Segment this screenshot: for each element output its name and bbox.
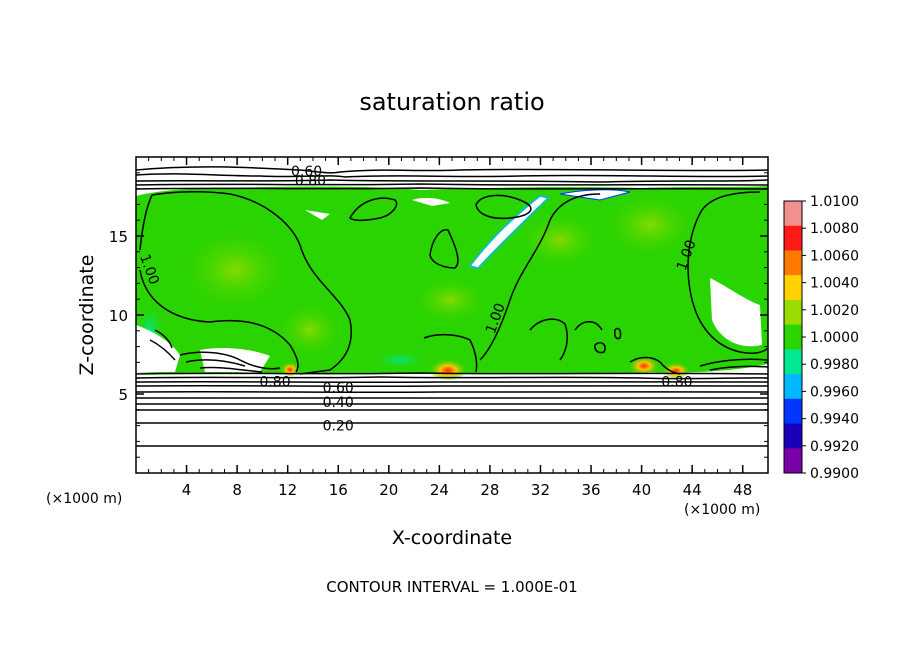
contour-line xyxy=(423,333,478,373)
dry-patch xyxy=(412,197,450,206)
contour-line xyxy=(136,179,768,183)
colorbar-label: 0.9960 xyxy=(810,384,859,400)
colorbar-label: 0.9980 xyxy=(810,357,859,373)
contour-label: 0.20 xyxy=(323,419,354,435)
y-tick-label: 5 xyxy=(118,386,128,404)
colorbar-label: 1.0020 xyxy=(810,303,859,319)
field-layer xyxy=(136,166,768,447)
contour-line xyxy=(687,191,761,291)
colorbar-swatch xyxy=(784,374,802,400)
dry-patch xyxy=(710,278,762,347)
colorbar-swatch xyxy=(784,448,802,474)
dry-patch xyxy=(559,189,631,201)
colorbar-swatch xyxy=(784,250,802,276)
x-tick-label: 40 xyxy=(632,481,651,499)
colorbar: 1.0100 1.0080 1.0060 1.0040 1.0020 1.0000 0.99… xyxy=(783,194,859,482)
colorbar-label: 1.0060 xyxy=(810,248,859,264)
x-tick-label: 28 xyxy=(480,481,499,499)
x-unit-label-right: (×1000 m) xyxy=(684,502,761,518)
dry-patch xyxy=(305,210,330,220)
contour-line xyxy=(136,380,768,384)
field-hotspot xyxy=(280,360,300,376)
contour-line xyxy=(699,358,768,371)
colorbar-swatch xyxy=(784,225,802,251)
x-tick-label: 20 xyxy=(379,481,398,499)
colorbar-label: 1.0040 xyxy=(810,276,859,292)
contour-line xyxy=(185,359,263,373)
contour-interval-note: CONTOUR INTERVAL = 1.000E-01 xyxy=(326,578,578,596)
colorbar-label: 1.0100 xyxy=(810,194,859,210)
x-unit-label-left: (×1000 m) xyxy=(46,491,123,507)
colorbar-swatch xyxy=(784,275,802,301)
field-highlight xyxy=(275,300,345,360)
x-axis-label: X-coordinate xyxy=(391,527,513,549)
colorbar-label: 1.0000 xyxy=(810,330,859,346)
field-highlight xyxy=(515,210,605,270)
x-tick-label: 8 xyxy=(232,481,242,499)
y-tick-label: 15 xyxy=(109,228,128,246)
x-tick-label: 44 xyxy=(683,481,702,499)
contour-line xyxy=(689,289,768,354)
colorbar-label: 0.9920 xyxy=(810,439,859,455)
dry-patch xyxy=(468,195,550,269)
colorbar-swatch xyxy=(784,299,802,326)
contour-line xyxy=(136,173,768,178)
contour-line xyxy=(614,327,622,340)
x-tick-label: 16 xyxy=(329,481,348,499)
colorbar-label: 1.0080 xyxy=(810,221,859,237)
contour-label: 0.80 xyxy=(295,174,326,190)
contour-label: 0.60 xyxy=(291,164,322,180)
contour-line xyxy=(574,321,603,331)
y-tick-label: 10 xyxy=(109,307,128,325)
contour-line xyxy=(139,269,299,373)
contour-lines xyxy=(136,166,768,447)
x-tick-label: 48 xyxy=(733,481,752,499)
contour-line xyxy=(136,372,768,375)
x-tick-label: 36 xyxy=(581,481,600,499)
contour-line xyxy=(136,187,768,190)
contour-line xyxy=(179,351,281,370)
colorbar-swatch xyxy=(784,423,802,449)
contour-line xyxy=(475,194,532,220)
field-highlight xyxy=(600,190,700,260)
chart-title: saturation ratio xyxy=(359,88,545,116)
contour-line xyxy=(136,376,768,380)
contour-line xyxy=(136,390,768,394)
contour-line xyxy=(594,342,606,354)
x-tick-label: 24 xyxy=(430,481,449,499)
contour-line xyxy=(151,191,352,375)
field-hotspot xyxy=(428,356,468,380)
colorbar-swatch xyxy=(784,349,802,375)
contour-line xyxy=(529,318,568,361)
contour-label: 0.40 xyxy=(323,395,354,411)
x-tick-label: 12 xyxy=(278,481,297,499)
field-subsaturated xyxy=(370,350,430,370)
contour-line xyxy=(136,166,768,174)
contour-line xyxy=(349,197,398,222)
colorbar-label: 0.9900 xyxy=(810,466,859,482)
contour-line xyxy=(429,229,459,269)
contour-line xyxy=(149,329,176,361)
x-tick-label: 32 xyxy=(531,481,550,499)
colorbar-label: 0.9940 xyxy=(810,412,859,428)
colorbar-swatch xyxy=(784,398,802,425)
field-highlight xyxy=(410,275,490,325)
colorbar-swatch xyxy=(784,201,802,227)
contour-line xyxy=(136,183,768,186)
dry-patch xyxy=(136,325,180,372)
contour-line xyxy=(479,193,601,361)
field-highlight xyxy=(175,225,295,315)
contour-line xyxy=(139,194,153,251)
contour-line xyxy=(136,384,768,388)
contour-label: 0.80 xyxy=(259,374,290,390)
contour-label: 0.80 xyxy=(661,374,692,390)
x-tick-label: 4 xyxy=(182,481,192,499)
colorbar-swatch xyxy=(784,324,802,350)
contour-label: 0.60 xyxy=(323,381,354,397)
contour-line xyxy=(629,356,681,375)
